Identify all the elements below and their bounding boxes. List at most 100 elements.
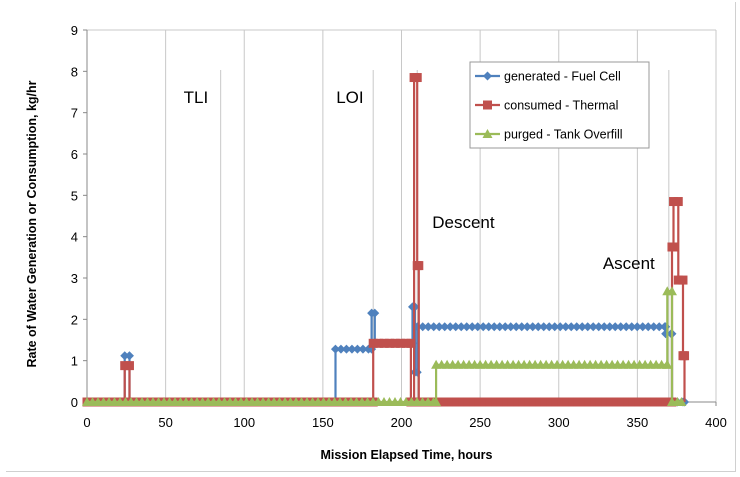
legend-label: generated - Fuel Cell	[504, 70, 621, 84]
data-point	[524, 397, 534, 407]
data-point	[124, 351, 134, 361]
data-point	[540, 397, 550, 407]
data-point	[456, 322, 466, 332]
data-point	[673, 197, 683, 207]
data-point	[588, 322, 598, 332]
data-point	[502, 397, 512, 407]
x-tick-label: 400	[705, 415, 727, 430]
y-tick-label: 8	[71, 64, 78, 79]
y-tick-label: 5	[71, 188, 78, 203]
data-point	[601, 397, 611, 407]
y-axis-label: Rate of Water Generation or Consumption,…	[25, 80, 39, 367]
data-point	[513, 397, 523, 407]
x-tick-label: 100	[233, 415, 255, 430]
data-point	[414, 261, 424, 271]
data-point	[406, 338, 416, 348]
data-point	[431, 397, 442, 406]
x-tick-label: 150	[312, 415, 334, 430]
data-point	[441, 397, 451, 407]
data-point	[535, 397, 545, 407]
data-point	[662, 359, 673, 369]
data-point	[352, 344, 362, 354]
event-label: Ascent	[603, 254, 655, 273]
data-point	[632, 322, 642, 332]
data-point	[522, 322, 532, 332]
data-point	[368, 338, 378, 348]
data-point	[669, 197, 679, 207]
data-point	[562, 397, 572, 407]
data-point	[529, 397, 539, 407]
data-point	[496, 397, 506, 407]
series-triangle	[82, 286, 687, 406]
y-tick-label: 2	[71, 312, 78, 327]
data-point	[390, 338, 400, 348]
data-point	[423, 322, 433, 332]
data-point	[628, 397, 638, 407]
data-point	[120, 361, 130, 371]
series-line	[87, 290, 682, 404]
data-point	[643, 322, 653, 332]
data-point	[485, 397, 495, 407]
data-point	[650, 397, 660, 407]
data-point	[561, 322, 571, 332]
x-tick-label: 50	[158, 415, 172, 430]
data-point	[436, 397, 446, 407]
x-tick-label: 250	[469, 415, 491, 430]
event-label: LOI	[336, 88, 363, 107]
data-point	[617, 397, 627, 407]
data-point	[676, 397, 687, 406]
data-point	[673, 275, 683, 285]
data-point	[557, 397, 567, 407]
data-point	[374, 338, 384, 348]
data-point	[482, 129, 493, 138]
data-point	[451, 322, 461, 332]
y-tick-label: 1	[71, 354, 78, 369]
data-point	[489, 322, 499, 332]
data-point	[429, 322, 439, 332]
data-point	[594, 322, 604, 332]
data-point	[678, 275, 688, 285]
data-point	[511, 322, 521, 332]
data-point	[120, 351, 130, 361]
data-point	[612, 397, 622, 407]
data-point	[680, 351, 690, 361]
x-tick-label: 300	[548, 415, 570, 430]
data-point	[579, 397, 589, 407]
series-line	[87, 305, 685, 404]
data-point	[584, 397, 594, 407]
data-point	[544, 322, 554, 332]
y-tick-label: 6	[71, 147, 78, 162]
data-point	[458, 397, 468, 407]
data-point	[577, 322, 587, 332]
data-point	[605, 322, 615, 332]
y-tick-label: 4	[71, 230, 78, 245]
y-tick-label: 0	[71, 395, 78, 410]
data-point	[550, 322, 560, 332]
data-point	[627, 322, 637, 332]
data-point	[483, 100, 492, 110]
data-point	[484, 322, 494, 332]
legend-label: purged - Tank Overfill	[504, 128, 623, 142]
data-point	[418, 322, 428, 332]
data-point	[649, 322, 659, 332]
data-point	[491, 397, 501, 407]
data-point	[666, 286, 677, 296]
data-point	[616, 322, 626, 332]
y-tick-label: 9	[71, 23, 78, 38]
data-point	[568, 397, 578, 407]
event-label: TLI	[184, 88, 209, 107]
data-point	[379, 338, 389, 348]
data-point	[347, 344, 357, 354]
data-point	[528, 322, 538, 332]
event-label: Descent	[432, 213, 495, 232]
data-point	[452, 397, 462, 407]
data-point	[551, 397, 561, 407]
data-point	[610, 322, 620, 332]
data-point	[645, 397, 655, 407]
data-point	[555, 322, 565, 332]
data-point	[517, 322, 527, 332]
legend-label: consumed - Thermal	[504, 99, 618, 113]
data-point	[358, 344, 368, 354]
data-point	[462, 322, 472, 332]
